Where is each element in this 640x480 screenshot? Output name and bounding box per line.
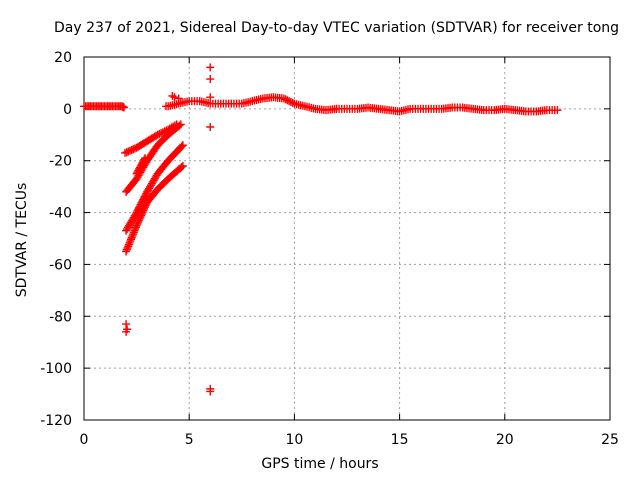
data-point bbox=[158, 128, 167, 137]
data-point bbox=[126, 235, 135, 244]
y-tick-label: -80 bbox=[49, 309, 72, 325]
x-tick-label: 25 bbox=[601, 432, 619, 448]
data-point bbox=[178, 141, 187, 150]
data-point bbox=[553, 106, 562, 115]
y-tick-label: -100 bbox=[40, 361, 72, 377]
data-point bbox=[177, 142, 186, 151]
data-point bbox=[122, 327, 131, 336]
data-point bbox=[129, 230, 138, 239]
data-point bbox=[140, 155, 149, 164]
data-point bbox=[153, 130, 162, 139]
data-point bbox=[122, 320, 131, 329]
data-point bbox=[122, 245, 131, 254]
y-tick-label: 0 bbox=[63, 102, 72, 118]
data-point bbox=[206, 63, 215, 72]
data-point bbox=[124, 242, 133, 251]
data-point bbox=[157, 129, 166, 138]
y-tick-label: 20 bbox=[54, 50, 72, 66]
y-tick-label: -40 bbox=[49, 206, 72, 222]
data-point bbox=[176, 120, 185, 129]
data-point bbox=[206, 93, 215, 102]
plot-frame bbox=[83, 56, 611, 421]
data-point bbox=[175, 121, 184, 130]
data-point bbox=[129, 228, 138, 237]
data-point bbox=[126, 237, 135, 246]
y-tick-label: -60 bbox=[49, 257, 72, 273]
data-point bbox=[206, 387, 215, 396]
data-point bbox=[206, 123, 215, 132]
data-point bbox=[124, 240, 133, 249]
y-tick-label: -120 bbox=[40, 413, 72, 429]
data-point bbox=[131, 223, 140, 232]
data-point bbox=[128, 231, 137, 240]
data-point bbox=[119, 103, 128, 112]
data-point bbox=[283, 96, 292, 105]
data-point bbox=[177, 163, 186, 172]
data-point bbox=[155, 129, 164, 138]
x-tick-label: 10 bbox=[285, 432, 303, 448]
data-point bbox=[281, 95, 290, 104]
data-point bbox=[178, 161, 187, 170]
x-tick-label: 15 bbox=[391, 432, 409, 448]
data-point bbox=[170, 93, 179, 102]
data-point bbox=[285, 97, 294, 106]
data-point bbox=[141, 154, 150, 163]
data-point bbox=[206, 75, 215, 84]
data-point bbox=[130, 226, 139, 235]
x-tick-label: 20 bbox=[496, 432, 514, 448]
data-point bbox=[288, 98, 297, 107]
data-point bbox=[162, 102, 171, 111]
x-tick-label: 0 bbox=[80, 432, 89, 448]
data-point bbox=[125, 238, 134, 247]
data-point bbox=[123, 244, 132, 253]
data-point bbox=[174, 94, 183, 103]
y-tick-label: -20 bbox=[49, 154, 72, 170]
data-point bbox=[127, 233, 136, 242]
x-axis-label: GPS time / hours bbox=[261, 456, 379, 472]
chart-title: Day 237 of 2021, Sidereal Day-to-day VTE… bbox=[54, 20, 620, 36]
data-point bbox=[286, 97, 295, 106]
data-point bbox=[131, 224, 140, 233]
data-point bbox=[160, 127, 169, 136]
data-point bbox=[122, 247, 131, 256]
x-tick-label: 5 bbox=[185, 432, 194, 448]
data-point bbox=[279, 94, 288, 103]
